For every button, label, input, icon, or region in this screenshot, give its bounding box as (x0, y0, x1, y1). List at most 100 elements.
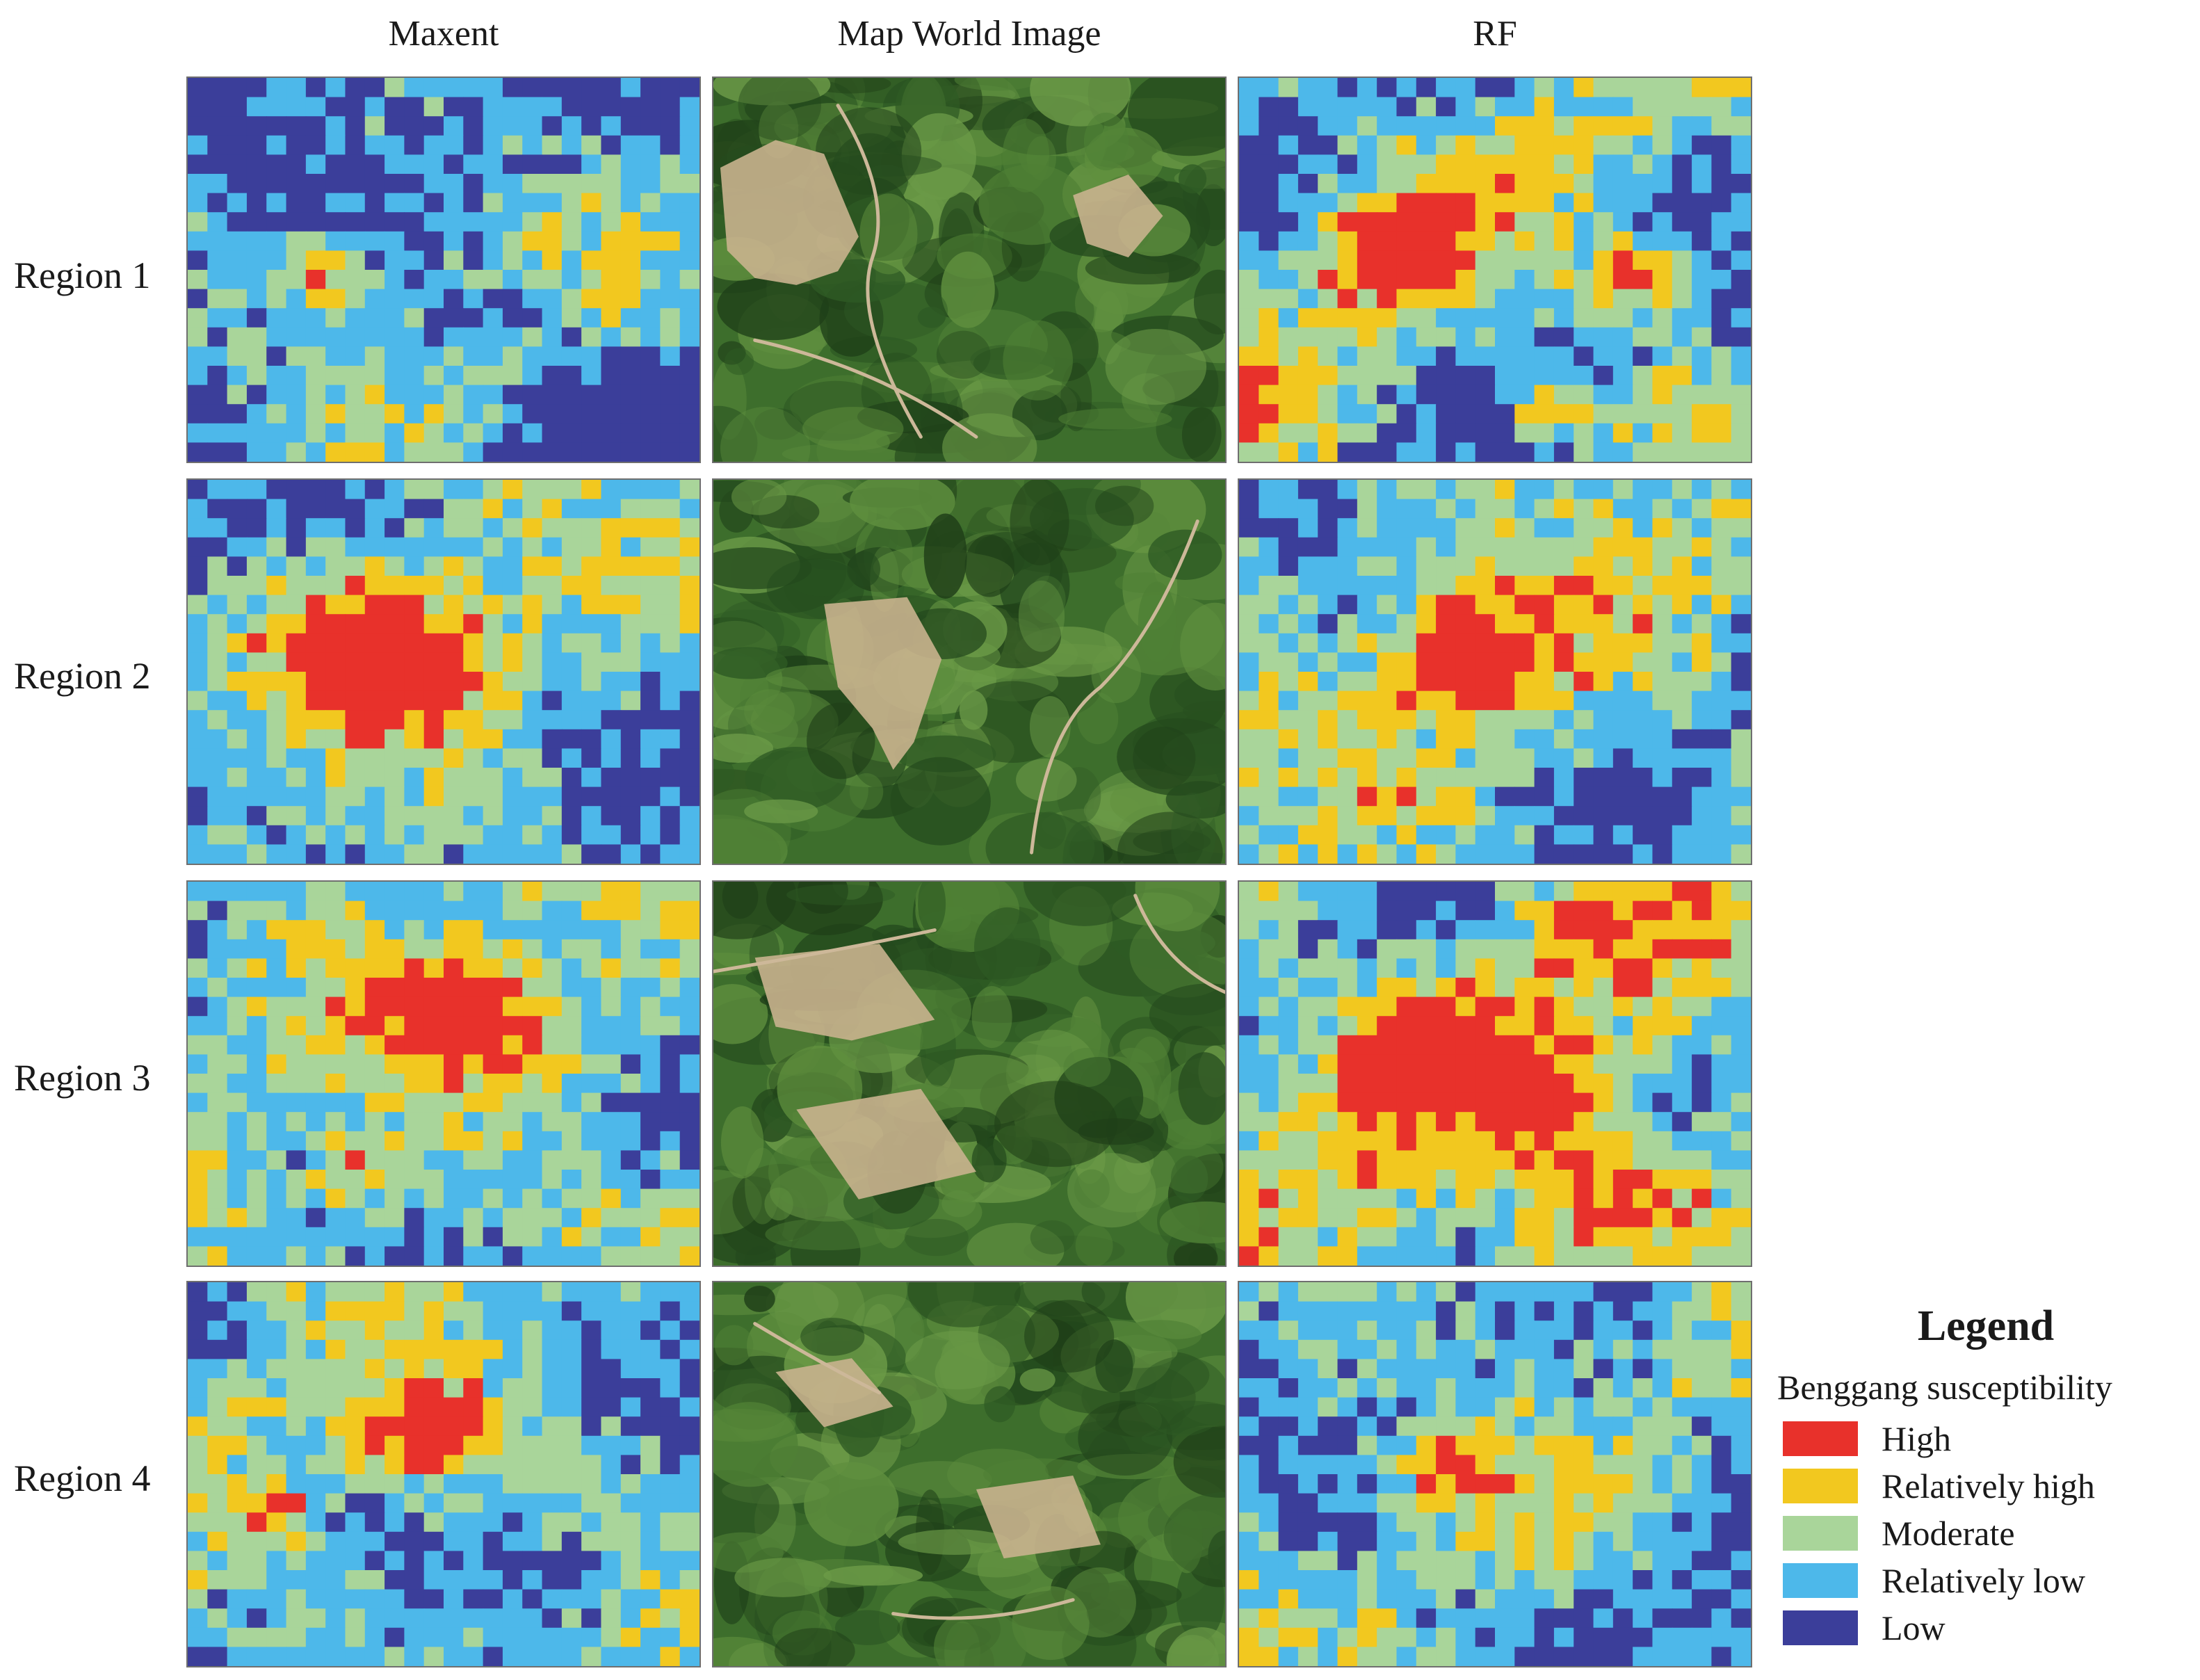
vegetation-patch (843, 281, 948, 341)
susceptibility-cell (385, 748, 405, 768)
susceptibility-cell (1514, 193, 1535, 213)
susceptibility-cell (1692, 633, 1712, 653)
susceptibility-cell (1574, 825, 1594, 845)
susceptibility-cell (542, 480, 563, 500)
susceptibility-cell (1396, 1455, 1417, 1475)
susceptibility-cell (561, 748, 582, 768)
susceptibility-cell (266, 499, 287, 519)
susceptibility-cell (345, 978, 366, 998)
susceptibility-cell (1278, 404, 1299, 424)
susceptibility-cell (1692, 1570, 1712, 1590)
susceptibility-cell (1475, 366, 1496, 386)
susceptibility-cell (246, 614, 267, 634)
susceptibility-cell (1495, 806, 1515, 826)
susceptibility-cell (502, 690, 523, 711)
susceptibility-cell (266, 1608, 287, 1629)
susceptibility-cell (325, 920, 346, 940)
susceptibility-cell (364, 385, 385, 405)
susceptibility-cell (1534, 1150, 1555, 1170)
susceptibility-cell (463, 1035, 484, 1055)
susceptibility-cell (463, 1397, 484, 1417)
susceptibility-cell (1416, 768, 1437, 788)
susceptibility-cell (542, 442, 563, 462)
susceptibility-cell (286, 595, 307, 615)
susceptibility-cell (1731, 806, 1751, 826)
vegetation-patch (735, 1238, 777, 1266)
susceptibility-cell (266, 423, 287, 443)
susceptibility-cell (207, 786, 228, 807)
susceptibility-cell (1553, 672, 1574, 692)
susceptibility-cell (1692, 1589, 1712, 1609)
susceptibility-cell (1278, 270, 1299, 290)
susceptibility-cell (640, 1474, 661, 1494)
susceptibility-cell (483, 920, 503, 940)
susceptibility-cell (227, 1455, 248, 1475)
susceptibility-cell (266, 1188, 287, 1209)
susceptibility-cell (581, 672, 602, 692)
susceptibility-cell (266, 250, 287, 270)
susceptibility-cell (1318, 1493, 1338, 1513)
susceptibility-cell (1534, 1531, 1555, 1551)
susceptibility-cell (1377, 1035, 1398, 1055)
susceptibility-cell (1534, 327, 1555, 347)
susceptibility-cell (1711, 174, 1732, 194)
susceptibility-cell (1337, 996, 1358, 1017)
susceptibility-cell (1318, 1647, 1338, 1666)
susceptibility-cell (1396, 825, 1417, 845)
susceptibility-cell (1731, 710, 1751, 730)
susceptibility-cell (1593, 939, 1614, 959)
susceptibility-cell (502, 1054, 523, 1074)
susceptibility-cell (1514, 768, 1535, 788)
susceptibility-cell (1455, 996, 1476, 1017)
susceptibility-cell (1436, 1647, 1456, 1666)
vegetation-patch (938, 906, 971, 932)
susceptibility-cell (640, 1397, 661, 1417)
susceptibility-cell (404, 595, 425, 615)
susceptibility-cell (463, 844, 484, 864)
susceptibility-cell (1534, 1570, 1555, 1590)
susceptibility-cell (385, 1092, 405, 1113)
susceptibility-cell (1297, 958, 1318, 978)
susceptibility-cell (679, 1170, 699, 1190)
susceptibility-cell (1514, 1589, 1535, 1609)
susceptibility-cell (423, 786, 444, 807)
susceptibility-cell (1377, 423, 1398, 443)
susceptibility-cell (620, 710, 641, 730)
susceptibility-cell (1377, 996, 1398, 1017)
susceptibility-cell (620, 1208, 641, 1228)
susceptibility-cell (1612, 556, 1633, 576)
susceptibility-cell (502, 1474, 523, 1494)
susceptibility-cell (1574, 576, 1594, 596)
susceptibility-cell (1416, 537, 1437, 557)
susceptibility-cell (227, 1435, 248, 1455)
susceptibility-cell (679, 882, 699, 902)
susceptibility-cell (305, 1493, 326, 1513)
susceptibility-cell (227, 1359, 248, 1379)
susceptibility-cell (561, 1074, 582, 1094)
vegetation-patch (1117, 811, 1223, 864)
susceptibility-cell (1416, 1512, 1437, 1533)
susceptibility-cell (483, 1416, 503, 1437)
rf-map-svg (1239, 882, 1751, 1266)
susceptibility-cell (542, 1131, 563, 1151)
susceptibility-cell (1396, 212, 1417, 232)
susceptibility-cell (502, 1493, 523, 1513)
susceptibility-cell (1692, 729, 1712, 749)
susceptibility-cell (601, 78, 622, 98)
susceptibility-cell (1357, 327, 1377, 347)
susceptibility-cell (1672, 1474, 1692, 1494)
susceptibility-cell (207, 1246, 228, 1266)
susceptibility-cell (561, 576, 582, 596)
susceptibility-cell (581, 748, 602, 768)
susceptibility-cell (1692, 672, 1712, 692)
susceptibility-cell (207, 900, 228, 921)
susceptibility-cell (1593, 499, 1614, 519)
susceptibility-cell (305, 97, 326, 117)
susceptibility-cell (305, 1035, 326, 1055)
susceptibility-cell (444, 556, 464, 576)
susceptibility-cell (1495, 672, 1515, 692)
susceptibility-cell (1396, 1570, 1417, 1590)
susceptibility-cell (1574, 1647, 1594, 1666)
legend-subtitle: Benggang susceptibility (1777, 1368, 2112, 1407)
susceptibility-cell (1514, 1301, 1535, 1321)
